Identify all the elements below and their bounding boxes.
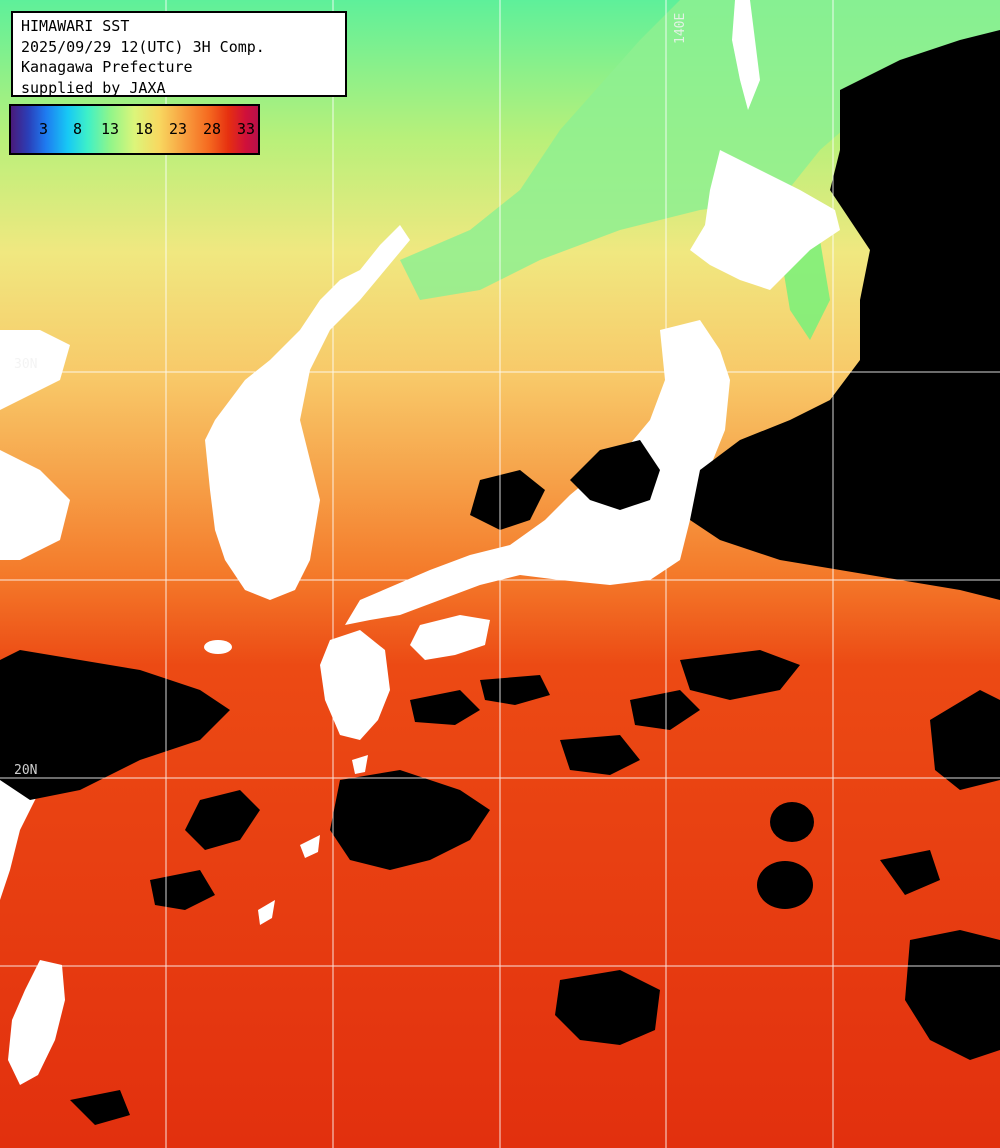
- cloud-round-1: [770, 802, 814, 842]
- scale-tick: 8: [73, 120, 83, 138]
- scale-tick: 23: [169, 120, 188, 138]
- scale-tick: 3: [39, 120, 49, 138]
- cloud-china-coast: [0, 650, 230, 800]
- cloud-southeast: [905, 930, 1000, 1060]
- grid-label-140e: 140E: [673, 13, 688, 44]
- land-hokkaido: [690, 150, 840, 290]
- scale-tick: 13: [101, 120, 120, 138]
- scale-tick: 18: [135, 120, 154, 138]
- clouds: [0, 30, 1000, 1125]
- color-scale-ticks: 3 8 13 18 23 28 33: [11, 120, 258, 140]
- cloud-south-1: [330, 770, 490, 870]
- region-name: Kanagawa Prefecture: [21, 58, 193, 76]
- scale-tick: 33: [237, 120, 256, 138]
- grid-label-20n: 20N: [14, 763, 37, 778]
- land-shikoku: [410, 615, 490, 660]
- land-honshu: [345, 320, 730, 625]
- cold-water-north: [400, 0, 1000, 300]
- land-sakhalin: [732, 0, 760, 110]
- grid-label-30n: 30N: [14, 357, 37, 372]
- observation-time: 2025/09/29 12(UTC) 3H Comp.: [21, 37, 265, 56]
- land-korean-peninsula: [205, 225, 410, 600]
- title-box: HIMAWARI SST 2025/09/29 12(UTC) 3H Comp.…: [11, 11, 347, 97]
- supplier-credit: supplied by JAXA: [21, 78, 166, 97]
- land-korea-china: [0, 330, 70, 410]
- cloud-east-sea: [570, 440, 660, 510]
- land-ryukyu: [258, 900, 275, 925]
- product-title: HIMAWARI SST: [21, 17, 130, 35]
- cloud-northeast: [690, 30, 1000, 600]
- land-kyushu: [320, 630, 390, 740]
- land-taiwan: [8, 960, 65, 1085]
- cloud-south-2: [555, 970, 660, 1045]
- temperature-color-scale: 3 8 13 18 23 28 33: [9, 104, 260, 155]
- scale-tick: 28: [203, 120, 222, 138]
